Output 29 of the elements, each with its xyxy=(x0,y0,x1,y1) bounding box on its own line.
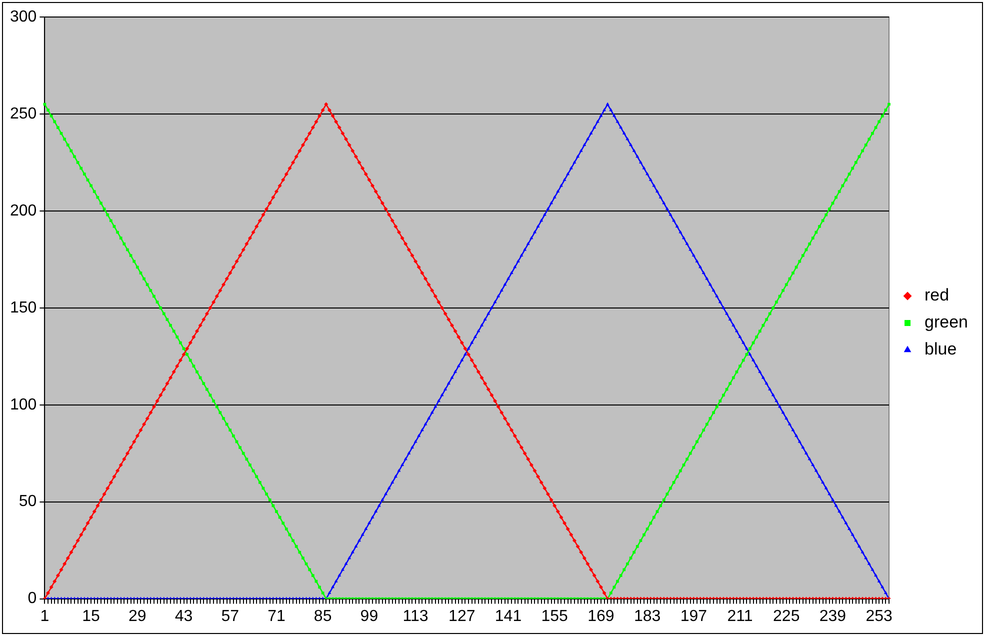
y-tick-label: 300 xyxy=(10,8,37,26)
y-tick-label: 50 xyxy=(18,493,37,510)
x-tick-label: 253 xyxy=(866,608,893,625)
y-tick-label: 150 xyxy=(10,299,37,316)
x-tick-label: 155 xyxy=(541,608,568,625)
y-tick-label: 100 xyxy=(10,396,37,414)
x-tick-label: 85 xyxy=(314,608,332,625)
y-tick-label: 200 xyxy=(10,202,37,220)
x-tick-label: 99 xyxy=(360,608,378,625)
x-tick-label: 29 xyxy=(128,608,146,625)
x-tick-label: 141 xyxy=(494,608,522,625)
x-tick-label: 197 xyxy=(680,608,708,625)
x-tick-label: 169 xyxy=(588,608,614,625)
x-tick-label: 1 xyxy=(40,608,50,625)
x-tick-label: 127 xyxy=(448,608,476,625)
legend-label: red xyxy=(924,286,950,305)
legend-label: blue xyxy=(924,340,957,359)
x-tick-label: 225 xyxy=(773,608,800,625)
x-tick-label: 239 xyxy=(819,608,846,625)
x-tick-label: 113 xyxy=(402,608,428,625)
x-tick-label: 57 xyxy=(221,608,240,625)
x-tick-label: 183 xyxy=(634,608,661,625)
y-tick-label: 250 xyxy=(10,105,37,122)
x-tick-label: 71 xyxy=(268,608,286,625)
x-tick-label: 43 xyxy=(174,608,193,625)
x-tick-label: 15 xyxy=(82,608,100,625)
legend-label: green xyxy=(924,312,968,332)
y-tick-label: 0 xyxy=(28,590,37,608)
x-tick-label: 211 xyxy=(727,608,753,625)
